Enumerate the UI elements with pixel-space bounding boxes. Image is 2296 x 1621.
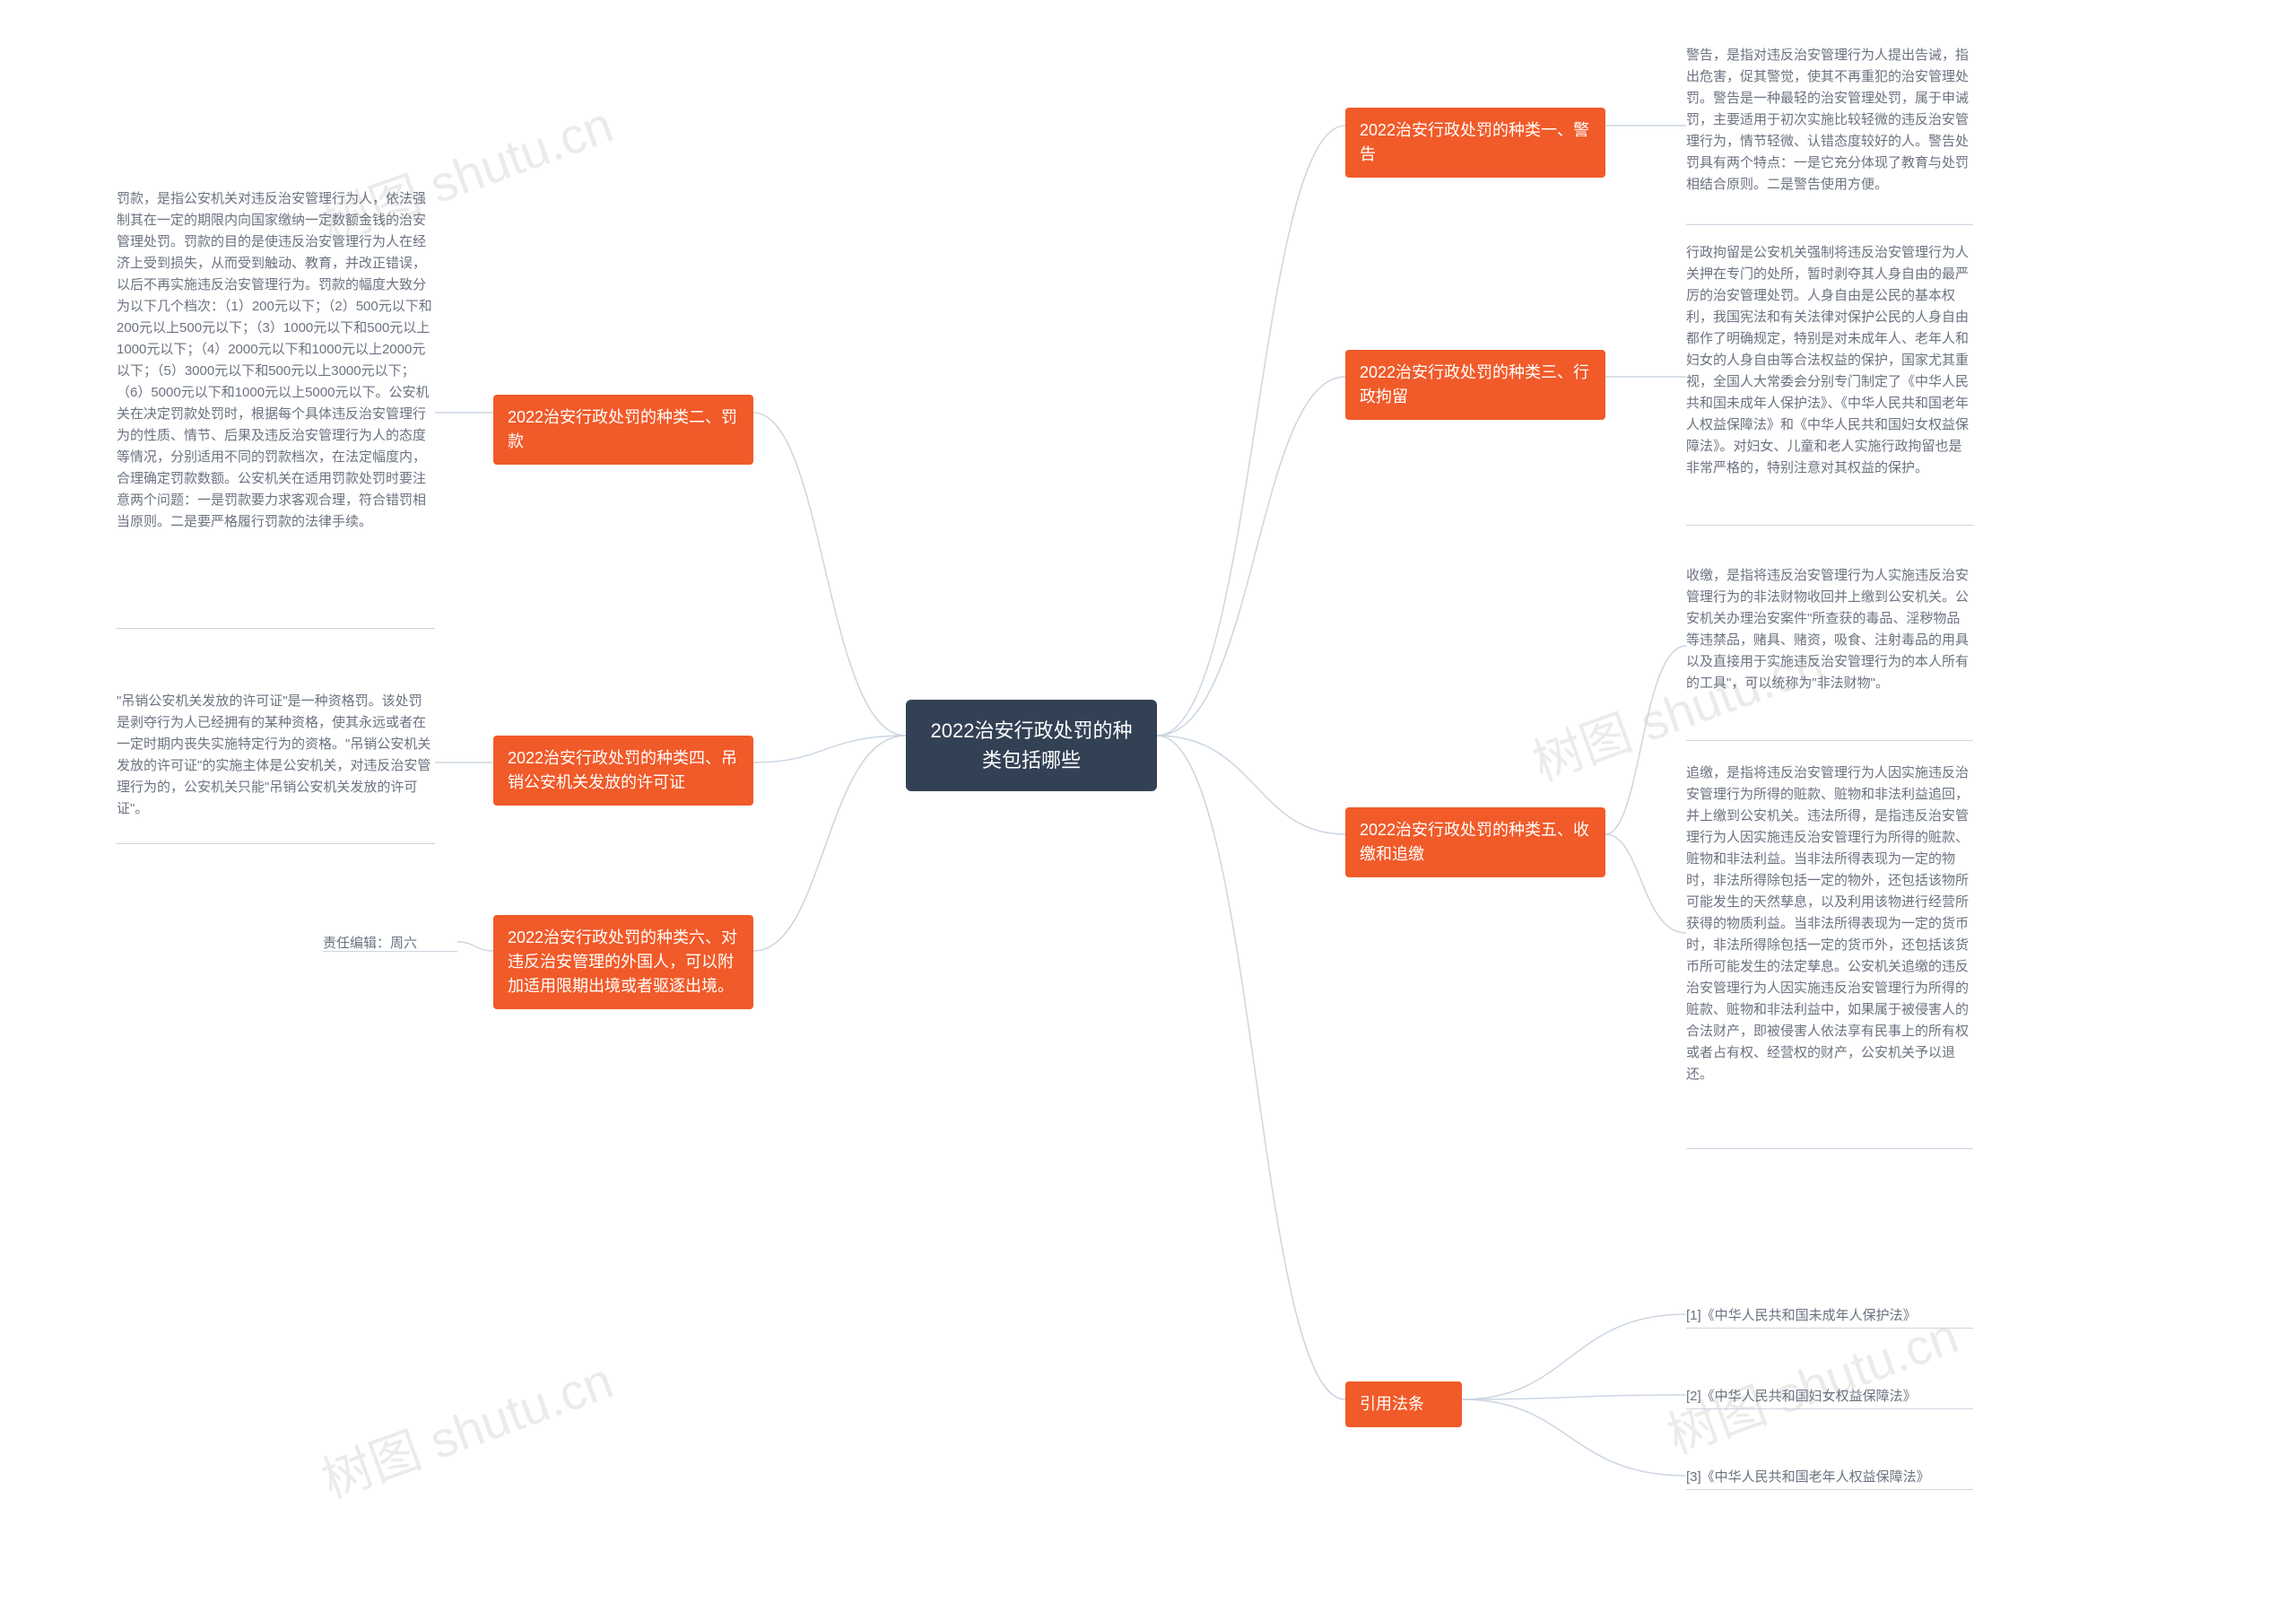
- leaf-revoke-desc: "吊销公安机关发放的许可证"是一种资格罚。该处罚是剥夺行为人已经拥有的某种资格，…: [117, 691, 435, 820]
- leaf-underline: [1686, 1408, 1973, 1409]
- leaf-underline: [1686, 1148, 1973, 1149]
- branch-node-confiscate: 2022治安行政处罚的种类五、收缴和追缴: [1345, 807, 1605, 877]
- leaf-fines-desc: 罚款，是指公安机关对违反治安管理行为人，依法强制其在一定的期限内向国家缴纳一定数…: [117, 188, 435, 533]
- center-node: 2022治安行政处罚的种类包括哪些: [906, 700, 1157, 791]
- leaf-underline: [1686, 525, 1973, 526]
- watermark: 树图 shutu.cn: [310, 1340, 622, 1512]
- leaf-underline: [1686, 740, 1973, 741]
- leaf-ref-3: [3]《中华人民共和国老年人权益保障法》: [1686, 1467, 1973, 1488]
- leaf-ref-1: [1]《中华人民共和国未成年人保护法》: [1686, 1305, 1973, 1327]
- leaf-confiscate-desc1: 收缴，是指将违反治安管理行为人实施违反治安管理行为的非法财物收回并上缴到公安机关…: [1686, 565, 1973, 694]
- leaf-warning-desc: 警告，是指对违反治安管理行为人提出告诫，指出危害，促其警觉，使其不再重犯的治安管…: [1686, 45, 1973, 196]
- leaf-underline: [1686, 1489, 1973, 1490]
- leaf-underline: [1686, 1328, 1973, 1329]
- branch-node-revoke-license: 2022治安行政处罚的种类四、吊销公安机关发放的许可证: [493, 736, 753, 806]
- branch-node-fines: 2022治安行政处罚的种类二、罚款: [493, 395, 753, 465]
- leaf-underline: [117, 843, 435, 844]
- branch-node-foreigner: 2022治安行政处罚的种类六、对违反治安管理的外国人，可以附加适用限期出境或者驱…: [493, 915, 753, 1009]
- leaf-editor: 责任编辑：周六: [323, 933, 457, 954]
- leaf-underline: [117, 628, 435, 629]
- branch-node-warning: 2022治安行政处罚的种类一、警告: [1345, 108, 1605, 178]
- leaf-confiscate-desc2: 追缴，是指将违反治安管理行为人因实施违反治安管理行为所得的赃款、赃物和非法利益追…: [1686, 763, 1973, 1085]
- leaf-detention-desc: 行政拘留是公安机关强制将违反治安管理行为人关押在专门的处所，暂时剥夺其人身自由的…: [1686, 242, 1973, 479]
- branch-node-detention: 2022治安行政处罚的种类三、行政拘留: [1345, 350, 1605, 420]
- branch-node-references: 引用法条: [1345, 1381, 1462, 1427]
- leaf-ref-2: [2]《中华人民共和国妇女权益保障法》: [1686, 1386, 1973, 1407]
- leaf-underline: [1686, 224, 1973, 225]
